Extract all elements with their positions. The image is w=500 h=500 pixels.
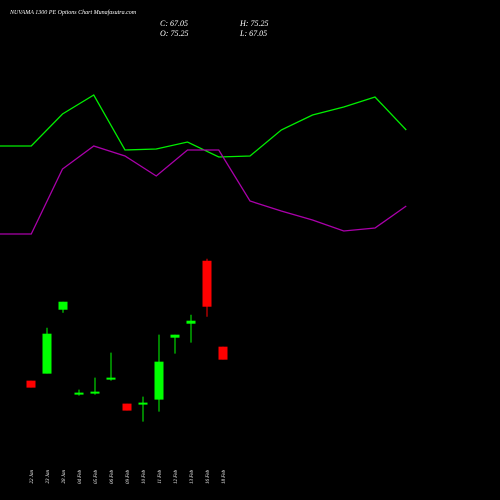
line-series — [0, 94, 407, 158]
chart-title: NUVAMA 1300 PE Options Chart Munafasutra… — [9, 9, 137, 16]
x-tick-label: 11 Feb — [158, 470, 163, 484]
candle-body — [26, 380, 36, 388]
ohlc-readout: L: 67.05 — [239, 29, 267, 38]
x-tick-label: 05 Feb — [94, 470, 99, 485]
candle-body — [58, 301, 68, 310]
readout-label: C: — [160, 19, 168, 28]
candle-body — [218, 346, 228, 360]
x-tick-label: 28 Jan — [62, 470, 67, 484]
readout-value: 75.25 — [250, 19, 268, 28]
x-tick-label: 04 Feb — [78, 470, 83, 485]
x-tick-label: 06 Feb — [110, 470, 115, 485]
readout-label: H: — [239, 19, 249, 28]
candle-body — [138, 402, 148, 405]
candle-body — [186, 320, 196, 324]
candle-body — [106, 377, 116, 380]
x-tick-label: 22 Jan — [30, 470, 35, 484]
readout-label: L: — [239, 29, 247, 38]
ohlc-readout: C: 67.05 — [160, 19, 188, 28]
ohlc-readout: H: 75.25 — [239, 19, 268, 28]
candle-body — [74, 392, 84, 395]
candle-body — [202, 260, 212, 307]
ohlc-readout: O: 75.25 — [160, 29, 188, 38]
x-tick-label: 10 Feb — [142, 470, 147, 485]
line-series — [0, 145, 407, 235]
candle-body — [154, 361, 164, 400]
readout-label: O: — [160, 29, 169, 38]
candle-body — [90, 391, 100, 394]
x-tick-label: 18 Feb — [222, 470, 227, 485]
candle-body — [122, 403, 132, 411]
readout-value: 67.05 — [170, 19, 188, 28]
x-tick-label: 13 Feb — [190, 470, 195, 485]
x-tick-label: 16 Feb — [206, 470, 211, 485]
candle-body — [42, 333, 52, 374]
x-tick-label: 09 Feb — [126, 470, 131, 485]
candle-body — [170, 334, 180, 338]
x-tick-label: 23 Jan — [46, 470, 51, 484]
readout-value: 67.05 — [249, 29, 267, 38]
x-tick-label: 12 Feb — [174, 470, 179, 485]
readout-value: 75.25 — [170, 29, 188, 38]
